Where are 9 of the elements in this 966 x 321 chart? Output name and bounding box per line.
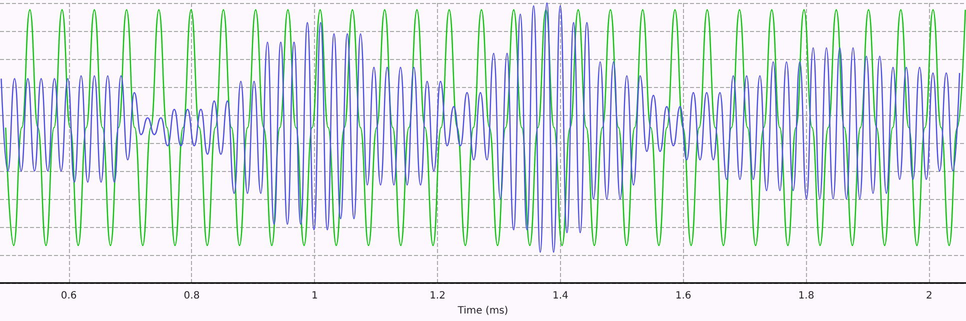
x-tick-label: 1.2 xyxy=(430,290,446,302)
x-tick-label: 1 xyxy=(311,290,318,302)
x-tick-label: 1.4 xyxy=(552,290,568,302)
x-tick-label: 2 xyxy=(926,290,932,302)
x-axis-title: Time (ms) xyxy=(456,306,508,316)
x-tick-label: 0.6 xyxy=(60,290,77,302)
x-tick-label: 1.6 xyxy=(675,290,692,302)
x-tick-label: 0.8 xyxy=(184,290,200,302)
x-tick-label: 1.8 xyxy=(798,290,814,302)
